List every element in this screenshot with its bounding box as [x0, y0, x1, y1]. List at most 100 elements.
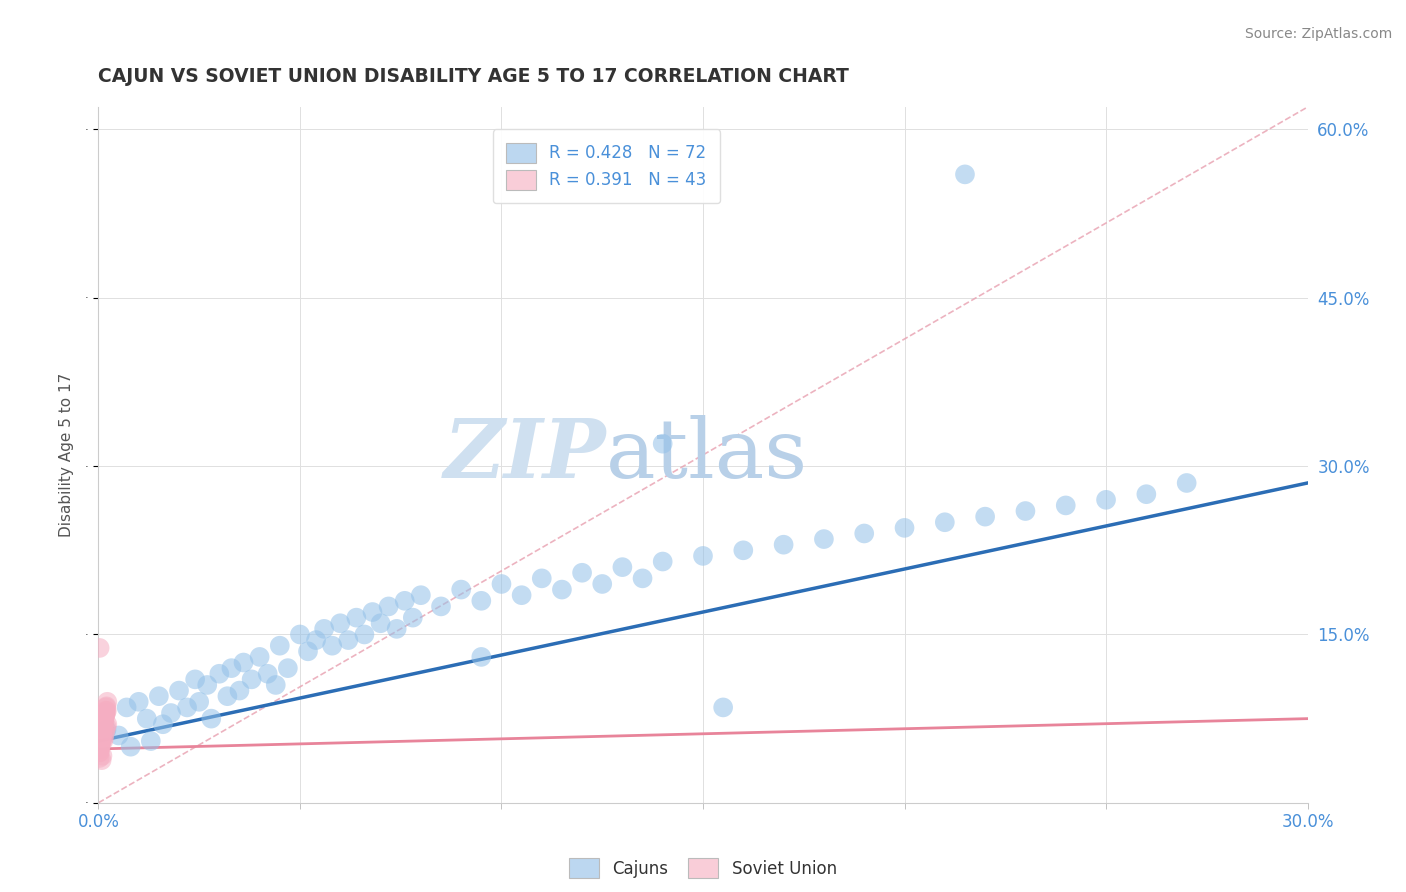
Point	[551, 582, 574, 597]
Point	[217, 689, 239, 703]
Point	[344, 610, 367, 624]
Point	[249, 649, 271, 664]
Point	[612, 560, 634, 574]
Point	[409, 588, 432, 602]
Point	[772, 538, 794, 552]
Point	[450, 582, 472, 597]
Point	[813, 532, 835, 546]
Point	[240, 673, 263, 687]
Point	[91, 734, 114, 748]
Point	[96, 717, 118, 731]
Point	[491, 577, 513, 591]
Point	[651, 436, 673, 450]
Point	[470, 594, 492, 608]
Point	[89, 739, 111, 754]
Point	[176, 700, 198, 714]
Point	[96, 699, 118, 714]
Point	[208, 666, 231, 681]
Point	[430, 599, 453, 614]
Point	[90, 753, 112, 767]
Point	[221, 661, 243, 675]
Point	[139, 734, 162, 748]
Point	[94, 708, 117, 723]
Point	[256, 666, 278, 681]
Point	[94, 726, 117, 740]
Point	[93, 717, 115, 731]
Point	[96, 723, 118, 737]
Point	[591, 577, 613, 591]
Point	[107, 729, 129, 743]
Point	[89, 745, 111, 759]
Point	[96, 695, 118, 709]
Y-axis label: Disability Age 5 to 17: Disability Age 5 to 17	[59, 373, 75, 537]
Point	[297, 644, 319, 658]
Point	[90, 731, 112, 745]
Point	[91, 729, 114, 743]
Point	[160, 706, 183, 720]
Point	[288, 627, 311, 641]
Text: atlas: atlas	[606, 415, 808, 495]
Point	[91, 726, 114, 740]
Point	[94, 704, 117, 718]
Point	[530, 571, 553, 585]
Point	[135, 712, 157, 726]
Point	[90, 731, 112, 745]
Point	[277, 661, 299, 675]
Point	[94, 700, 117, 714]
Point	[120, 739, 142, 754]
Point	[1175, 475, 1198, 490]
Point	[93, 731, 115, 745]
Point	[934, 515, 956, 529]
Point	[733, 543, 755, 558]
Point	[228, 683, 250, 698]
Point	[90, 738, 112, 752]
Point	[692, 549, 714, 563]
Point	[93, 714, 115, 729]
Point	[402, 610, 425, 624]
Point	[711, 700, 734, 714]
Point	[89, 729, 111, 743]
Point	[91, 719, 114, 733]
Point	[89, 640, 111, 655]
Text: Source: ZipAtlas.com: Source: ZipAtlas.com	[1244, 27, 1392, 41]
Point	[94, 706, 117, 720]
Point	[510, 588, 533, 602]
Point	[353, 627, 375, 641]
Point	[321, 639, 343, 653]
Point	[91, 717, 114, 731]
Point	[200, 712, 222, 726]
Legend: Cajuns, Soviet Union: Cajuns, Soviet Union	[562, 851, 844, 885]
Point	[1095, 492, 1118, 507]
Point	[89, 745, 111, 759]
Point	[91, 723, 114, 737]
Point	[329, 616, 352, 631]
Point	[89, 751, 111, 765]
Point	[1014, 504, 1036, 518]
Text: ZIP: ZIP	[444, 415, 606, 495]
Point	[91, 719, 114, 733]
Point	[94, 708, 117, 723]
Point	[93, 714, 115, 728]
Point	[94, 706, 117, 720]
Text: CAJUN VS SOVIET UNION DISABILITY AGE 5 TO 17 CORRELATION CHART: CAJUN VS SOVIET UNION DISABILITY AGE 5 T…	[98, 67, 849, 86]
Point	[370, 616, 392, 631]
Point	[651, 555, 673, 569]
Point	[269, 639, 291, 653]
Point	[470, 649, 492, 664]
Point	[195, 678, 218, 692]
Point	[148, 689, 170, 703]
Point	[264, 678, 287, 692]
Point	[853, 526, 876, 541]
Point	[377, 599, 399, 614]
Point	[89, 734, 111, 748]
Point	[232, 656, 254, 670]
Point	[128, 695, 150, 709]
Point	[184, 673, 207, 687]
Point	[91, 725, 114, 739]
Point	[893, 521, 915, 535]
Point	[974, 509, 997, 524]
Point	[93, 712, 115, 726]
Point	[337, 633, 360, 648]
Point	[115, 700, 138, 714]
Point	[394, 594, 416, 608]
